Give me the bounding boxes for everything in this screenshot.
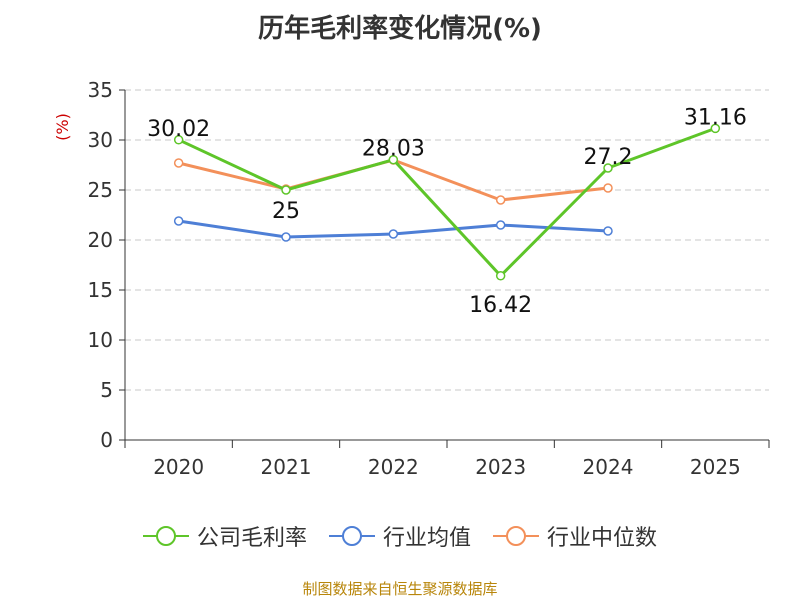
data-point [388, 154, 399, 165]
source-footer: 制图数据来自恒生聚源数据库 [302, 580, 498, 598]
data-point [173, 135, 184, 145]
legend: 公司毛利率 行业均值 行业中位数 [0, 520, 800, 552]
x-tick-label: 2024 [583, 455, 634, 479]
legend-label: 公司毛利率 [196, 526, 307, 551]
legend-item[interactable]: 公司毛利率 [142, 520, 307, 552]
data-point [495, 220, 506, 230]
x-tick-label: 2022 [368, 455, 419, 479]
legend-item[interactable]: 行业中位数 [493, 520, 657, 552]
data-point [173, 216, 184, 226]
data-point [495, 195, 506, 205]
y-tick-label: 35 [88, 78, 113, 102]
legend-marker [506, 526, 526, 546]
y-tick-label: 15 [88, 278, 113, 302]
legend-label: 行业均值 [382, 526, 471, 551]
y-tick-label: 20 [88, 228, 113, 252]
series-layer [173, 123, 721, 281]
data-point [281, 185, 291, 195]
legend-swatch-icon [328, 526, 375, 546]
legend-swatch-icon [142, 526, 189, 546]
legend-item[interactable]: 行业均值 [328, 520, 471, 552]
data-label: 16.42 [469, 293, 532, 318]
data-label: 25 [272, 199, 300, 224]
y-tick-label: 5 [100, 378, 113, 402]
data-label: 28.03 [362, 137, 425, 162]
y-tick-label: 0 [100, 428, 113, 452]
data-point [603, 163, 613, 173]
data-point [495, 271, 506, 281]
series-line [178, 158, 609, 202]
data-point [388, 229, 399, 239]
data-label: 27.2 [584, 145, 633, 170]
y-tick-label: 10 [88, 328, 113, 352]
data-point [603, 226, 613, 236]
x-tick-label: 2023 [475, 455, 526, 479]
y-tick-label: 30 [88, 128, 113, 152]
legend-marker [155, 526, 176, 546]
data-label: 31.16 [684, 105, 747, 130]
data-point [603, 183, 613, 193]
chart-title: 历年毛利率变化情况(%) [258, 14, 542, 44]
x-tick-label: 2020 [153, 455, 204, 479]
data-label-layer: 30.02 25 28.03 16.42 27.2 31.16 [147, 105, 747, 317]
series-line [178, 126, 716, 278]
legend-marker [341, 526, 362, 546]
data-point [173, 158, 184, 168]
grid-layer [125, 89, 769, 391]
data-label: 30.02 [147, 117, 210, 142]
x-tick-label: 2025 [690, 455, 741, 479]
y-tick-label: 25 [88, 178, 113, 202]
data-point [281, 232, 291, 242]
y-axis-label: (%) [53, 113, 72, 141]
legend-swatch-icon [493, 526, 539, 546]
x-tick-label: 2021 [261, 455, 312, 479]
data-point [710, 123, 721, 134]
legend-label: 行业中位数 [547, 526, 658, 551]
